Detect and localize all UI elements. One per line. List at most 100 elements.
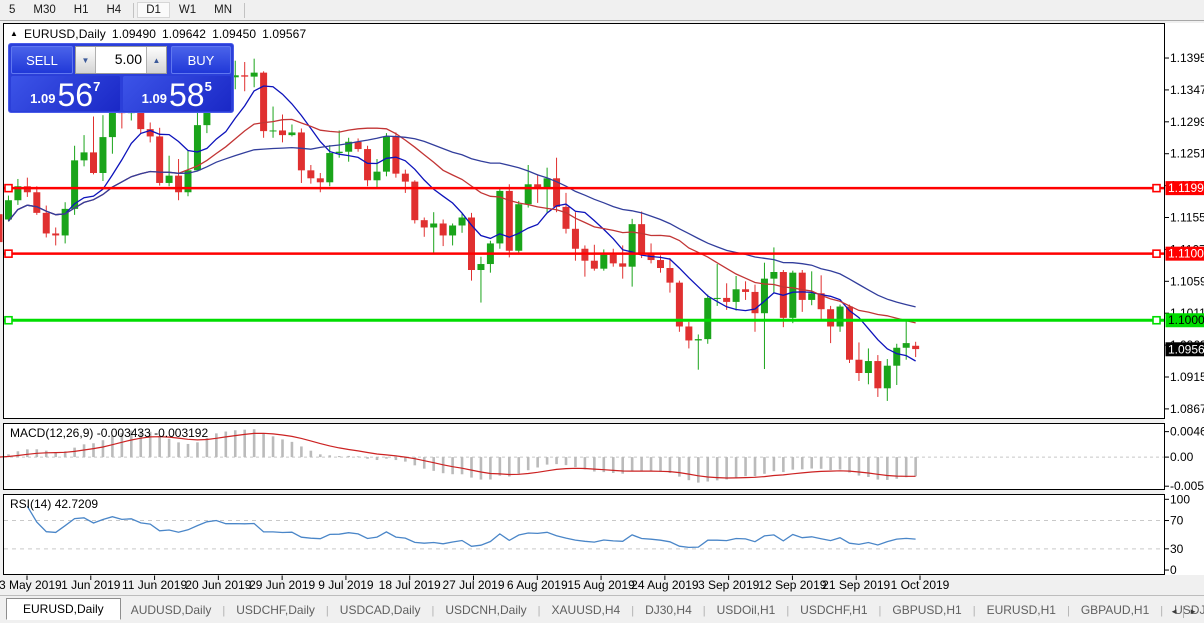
candle bbox=[571, 228, 579, 249]
chart-tab-gbpusd-h1[interactable]: GBPUSD,H1 bbox=[892, 603, 962, 617]
macd-bar bbox=[451, 457, 454, 475]
tab-arrow-separator bbox=[1183, 605, 1185, 618]
rsi-panel: 100 70 30 0 bbox=[3, 492, 1190, 577]
candle bbox=[335, 151, 343, 154]
hline-level-1.11992[interactable] bbox=[4, 183, 1164, 193]
candle bbox=[864, 361, 872, 374]
buy-button[interactable]: BUY bbox=[171, 46, 231, 74]
buy-price-sup: 5 bbox=[204, 79, 212, 94]
timeframe-button-m30[interactable]: M30 bbox=[33, 4, 56, 16]
macd-bar bbox=[148, 431, 152, 458]
chart-open-value: 1.09490 bbox=[111, 27, 156, 41]
hline-handle[interactable] bbox=[4, 249, 13, 258]
date-label: 1 Oct 2019 bbox=[891, 578, 950, 592]
candle bbox=[373, 171, 381, 181]
collapse-icon[interactable]: ▲ bbox=[10, 28, 19, 38]
macd-bar bbox=[564, 457, 568, 466]
hline-handle[interactable] bbox=[1152, 315, 1161, 325]
date-label: 11 Jun 2019 bbox=[122, 578, 187, 592]
timeframe-button-5[interactable]: 5 bbox=[9, 4, 16, 16]
tab-scroll-right-icon[interactable]: ► bbox=[1189, 607, 1197, 616]
candle bbox=[893, 347, 901, 366]
candle bbox=[855, 359, 863, 374]
chart-tab-usdoil-h1[interactable]: USDOil,H1 bbox=[716, 603, 776, 617]
chart-tab-gbpaud-h1[interactable]: GBPAUD,H1 bbox=[1080, 603, 1150, 617]
svg-text:1.11992: 1.11992 bbox=[1168, 181, 1204, 195]
timeframe-button-w1[interactable]: W1 bbox=[178, 4, 197, 16]
chart-tab-usdchf-h1[interactable]: USDCHF,H1 bbox=[800, 603, 868, 617]
hline-level-1.11006[interactable] bbox=[4, 249, 1164, 258]
macd-bar bbox=[791, 457, 795, 470]
date-label: 15 Aug 2019 bbox=[567, 578, 635, 592]
buy-price-display[interactable]: 1.09 58 5 bbox=[122, 76, 231, 113]
macd-bar bbox=[697, 457, 700, 483]
timeframe-button-h1[interactable]: H1 bbox=[73, 4, 89, 16]
macd-bar bbox=[224, 431, 228, 458]
svg-text:1.10004: 1.10004 bbox=[1168, 313, 1204, 327]
chart-tab-usdchf-daily[interactable]: USDCHF,Daily bbox=[236, 603, 315, 617]
hline-handle[interactable] bbox=[1152, 249, 1161, 258]
sell-button[interactable]: SELL bbox=[11, 46, 73, 74]
chart-tab-eurusd-h1[interactable]: EURUSD,H1 bbox=[986, 603, 1056, 617]
candle bbox=[543, 178, 551, 189]
date-label: 9 Jul 2019 bbox=[318, 578, 374, 592]
candle bbox=[14, 186, 22, 201]
volume-decrease-icon[interactable]: ▼ bbox=[76, 47, 96, 73]
sell-price-main: 56 bbox=[57, 77, 94, 113]
chart-tab-usdcad-daily[interactable]: USDCAD,Daily bbox=[339, 603, 421, 617]
candle bbox=[798, 272, 806, 300]
macd-bar bbox=[602, 457, 606, 473]
candle bbox=[808, 293, 816, 300]
chart-tab-audusd-daily[interactable]: AUDUSD,Daily bbox=[130, 603, 212, 617]
macd-bar bbox=[555, 457, 558, 465]
chart-tab-usdcnh-daily[interactable]: USDCNH,Daily bbox=[445, 603, 527, 617]
candle bbox=[638, 224, 646, 254]
hline-handle[interactable] bbox=[4, 183, 13, 193]
sell-price-prefix: 1.09 bbox=[30, 91, 56, 106]
svg-text:1.13470: 1.13470 bbox=[1170, 83, 1204, 97]
candle bbox=[297, 132, 305, 171]
macd-bar bbox=[574, 457, 577, 468]
tab-separator: | bbox=[1066, 605, 1070, 617]
candle bbox=[288, 132, 296, 136]
macd-bar bbox=[810, 457, 813, 469]
candle bbox=[723, 297, 731, 302]
svg-text:-0.00529: -0.00529 bbox=[1170, 479, 1204, 493]
macd-bar bbox=[611, 457, 615, 473]
macd-bar bbox=[895, 457, 899, 479]
hline-handle[interactable] bbox=[1152, 183, 1161, 193]
hline-level-1.10004[interactable] bbox=[4, 315, 1164, 325]
chart-tab-dj30-h4[interactable]: DJ30,H4 bbox=[645, 603, 692, 617]
chart-tab-xauusd-h4[interactable]: XAUUSD,H4 bbox=[551, 603, 621, 617]
chart-tab-eurusd-daily[interactable]: EURUSD,Daily bbox=[6, 598, 121, 620]
sell-price-display[interactable]: 1.09 56 7 bbox=[11, 76, 120, 111]
svg-text:1.12510: 1.12510 bbox=[1170, 147, 1204, 161]
hline-handle[interactable] bbox=[4, 315, 13, 325]
svg-text:1.09150: 1.09150 bbox=[1170, 370, 1204, 384]
hline-axis-label: 1.11006 bbox=[1165, 246, 1204, 261]
timeframe-toolbar: 5 M30 H1 H4 D1 W1 MN bbox=[0, 0, 1204, 21]
date-label: 3 Sep 2019 bbox=[698, 578, 760, 592]
timeframe-button-mn[interactable]: MN bbox=[214, 4, 233, 16]
macd-bar bbox=[7, 454, 10, 458]
chart-tab-usdjp[interactable]: USDJP bbox=[1174, 603, 1204, 617]
macd-main-value: -0.003433 bbox=[96, 426, 151, 440]
candle bbox=[80, 152, 88, 161]
candle bbox=[42, 212, 50, 234]
candle bbox=[345, 141, 353, 152]
volume-increase-icon[interactable]: ▲ bbox=[146, 47, 166, 73]
timeframe-button-h4[interactable]: H4 bbox=[106, 4, 122, 16]
timeframe-button-d1[interactable]: D1 bbox=[137, 2, 170, 18]
candle bbox=[33, 192, 41, 213]
tab-scroll-left-icon[interactable]: ◄ bbox=[1170, 607, 1179, 616]
macd-bar bbox=[215, 433, 218, 458]
volume-input[interactable]: 5.00 bbox=[96, 47, 146, 73]
candle bbox=[137, 103, 145, 130]
macd-bar bbox=[404, 457, 407, 462]
svg-text:0: 0 bbox=[1170, 563, 1177, 577]
macd-bar bbox=[886, 457, 889, 480]
buy-price-main: 58 bbox=[168, 77, 205, 113]
toolbar-separator bbox=[244, 2, 246, 18]
macd-bar bbox=[630, 457, 634, 472]
